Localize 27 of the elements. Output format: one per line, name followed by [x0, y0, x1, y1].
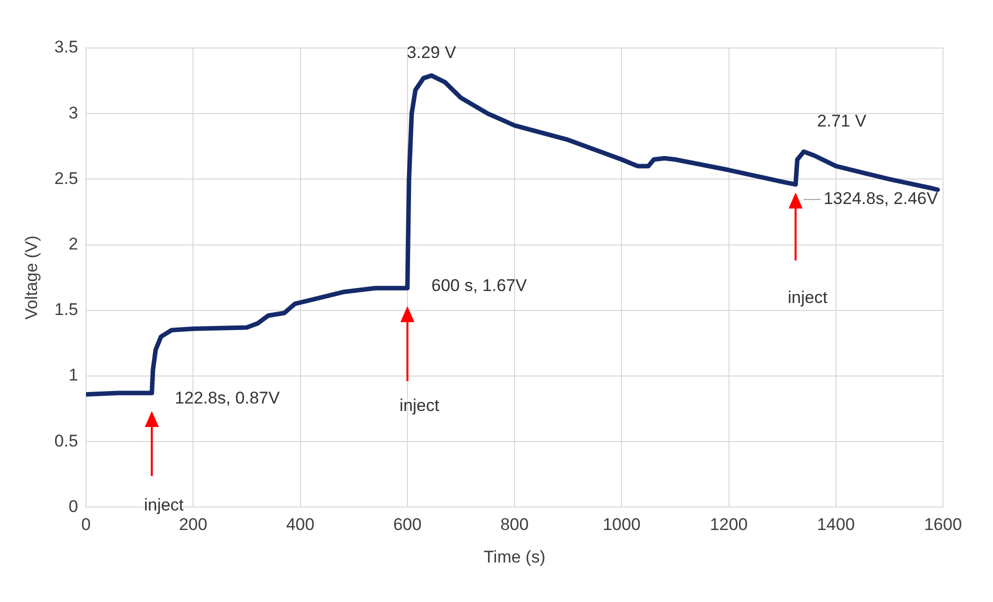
x-tick-label: 1400 — [816, 515, 855, 534]
annotation: 3.29 V — [406, 43, 457, 62]
y-tick-label: 0 — [68, 496, 78, 516]
annotation: 600 s, 1.67V — [431, 276, 528, 295]
annotation: 1324.8s, 2.46V — [824, 189, 939, 208]
x-tick-label: 1000 — [602, 515, 641, 534]
y-tick-label: 2 — [68, 234, 78, 254]
y-tick-label: 2.5 — [54, 168, 78, 188]
annotation: inject — [144, 496, 184, 515]
x-tick-label: 1600 — [924, 515, 962, 534]
x-tick-label: 600 — [393, 515, 422, 534]
y-tick-label: 3.5 — [54, 38, 78, 57]
annotation: 122.8s, 0.87V — [174, 388, 280, 408]
y-axis-title: Voltage (V) — [22, 236, 41, 320]
annotation: inject — [400, 396, 440, 415]
x-tick-label: 0 — [81, 515, 91, 534]
y-tick-label: 0.5 — [54, 431, 78, 450]
x-axis-title: Time (s) — [484, 547, 546, 566]
x-tick-label: 1200 — [710, 515, 748, 534]
x-tick-label: 800 — [500, 515, 529, 534]
y-tick-label: 1 — [68, 366, 78, 385]
x-tick-label: 200 — [178, 515, 208, 534]
y-tick-label: 3 — [68, 103, 78, 122]
annotation: 2.71 V — [817, 111, 867, 130]
y-tick-label: 1.5 — [54, 300, 78, 320]
annotation: inject — [788, 288, 828, 308]
x-tick-label: 400 — [286, 515, 314, 534]
